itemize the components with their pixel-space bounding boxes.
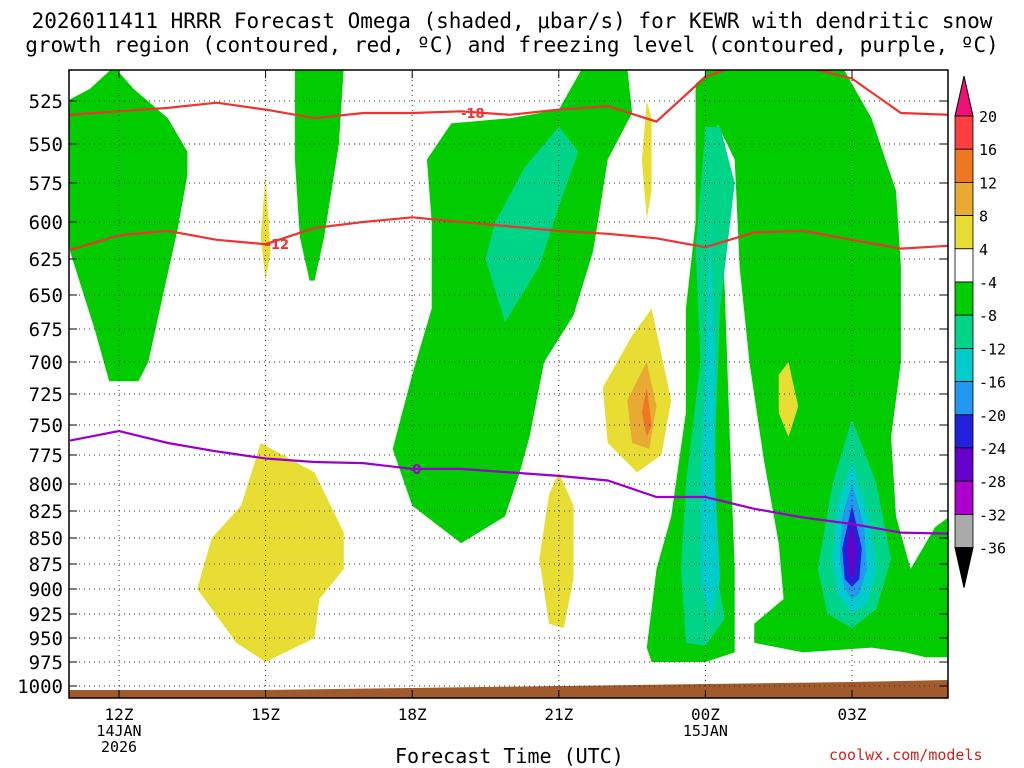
- contour-label--18C: -18: [461, 107, 485, 122]
- colorbar-label: 8: [979, 208, 988, 226]
- colorbar-segment: [954, 215, 974, 250]
- colorbar-top-arrow: [954, 75, 974, 117]
- colorbar-segment: [954, 447, 974, 482]
- y-tick-label: 700: [29, 352, 63, 374]
- y-tick-label: 550: [29, 134, 63, 156]
- colorbar-segment: [954, 281, 974, 316]
- x-tick-label: 21Z: [544, 705, 573, 724]
- x-tick-sublabel: 15JAN: [683, 722, 728, 740]
- chart-title-line2: growth region (contoured, red, ºC) and f…: [25, 33, 999, 57]
- colorbar-label: -16: [979, 374, 1006, 392]
- y-tick-label: 1000: [17, 676, 63, 698]
- omega-region-13: [197, 443, 344, 662]
- colorbar-label: -28: [979, 473, 1006, 491]
- y-tick-label: 825: [29, 501, 63, 523]
- colorbar-segment: [954, 381, 974, 416]
- x-tick-label: 12Z: [105, 705, 134, 724]
- omega-region-5: [485, 126, 579, 323]
- y-tick-label: 950: [29, 628, 63, 650]
- y-tick-label: 850: [29, 528, 63, 550]
- colorbar-segment: [954, 248, 974, 283]
- colorbar-label: -32: [979, 506, 1006, 524]
- omega-region-1: [294, 70, 344, 281]
- contour-label-0C: 0: [412, 463, 421, 478]
- colorbar-label: -4: [979, 274, 997, 292]
- colorbar-segment: [954, 314, 974, 349]
- colorbar-label: 16: [979, 141, 997, 159]
- omega-region-16: [641, 101, 652, 219]
- y-tick-label: 725: [29, 384, 63, 406]
- colorbar-label: -24: [979, 440, 1006, 458]
- y-tick-label: 925: [29, 604, 63, 626]
- colorbar-label: 12: [979, 174, 997, 192]
- colorbar-label: 4: [979, 241, 988, 259]
- chart-title-line1: 2026011411 HRRR Forecast Omega (shaded, …: [31, 9, 993, 33]
- colorbar-segment: [954, 115, 974, 150]
- colorbar-segment: [954, 181, 974, 216]
- colorbar-label: -12: [979, 340, 1006, 358]
- omega-region-3: [705, 70, 948, 658]
- x-tick-sublabel: 2026: [101, 738, 137, 756]
- contour-label--12C: -12: [266, 238, 290, 253]
- terrain-strip: [69, 680, 948, 698]
- colorbar-segment: [954, 347, 974, 382]
- omega-region-17: [260, 175, 271, 281]
- colorbar-label: -36: [979, 540, 1006, 558]
- colorbar-label: 20: [979, 108, 997, 126]
- colorbar-bottom-arrow: [954, 547, 974, 588]
- y-tick-label: 625: [29, 249, 63, 271]
- y-tick-label: 675: [29, 319, 63, 341]
- y-tick-label: 800: [29, 474, 63, 496]
- y-tick-label: 650: [29, 285, 63, 307]
- colorbar-label: -8: [979, 307, 997, 325]
- colorbar-segment: [954, 414, 974, 449]
- x-tick-label: 18Z: [398, 705, 427, 724]
- colorbar-label: -20: [979, 407, 1006, 425]
- contour-line--18C: [70, 70, 948, 123]
- x-tick-label: 15Z: [251, 705, 280, 724]
- colorbar-segment: [954, 480, 974, 515]
- colorbar-segment: [954, 148, 974, 183]
- y-tick-label: 875: [29, 554, 63, 576]
- y-tick-label: 775: [29, 445, 63, 467]
- contour-line--12C: [69, 216, 948, 252]
- plot-frame: [68, 69, 949, 699]
- plot-area: -18 -12 0: [69, 70, 948, 698]
- y-tick-label: 975: [29, 652, 63, 674]
- y-tick-label: 900: [29, 579, 63, 601]
- y-tick-label: 600: [29, 212, 63, 234]
- x-tick-sublabel: 14JAN: [96, 722, 141, 740]
- y-tick-label: 575: [29, 173, 63, 195]
- x-tick-label: 00Z: [691, 705, 720, 724]
- credit-text: coolwx.com/models: [829, 746, 983, 764]
- omega-region-8: [700, 222, 721, 619]
- x-axis-label: Forecast Time (UTC): [395, 744, 624, 768]
- contour-line-0C: [69, 429, 948, 535]
- omega-region-18: [778, 362, 799, 437]
- y-tick-label: 750: [29, 415, 63, 437]
- y-tick-label: 525: [29, 91, 63, 113]
- omega-region-0: [69, 70, 188, 382]
- x-tick-label: 03Z: [838, 705, 867, 724]
- colorbar-segment: [954, 514, 974, 549]
